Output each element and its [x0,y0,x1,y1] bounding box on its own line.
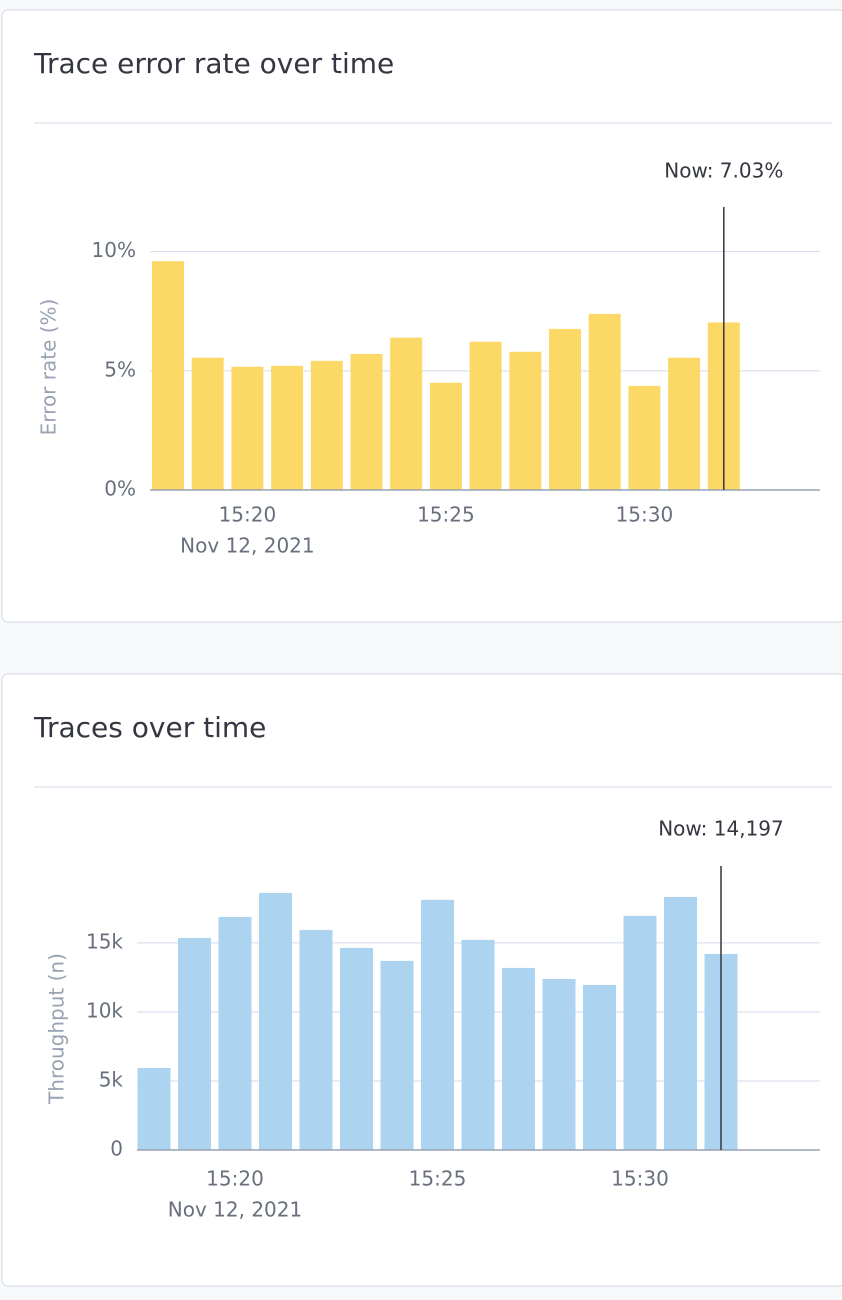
y-tick-label: 15k [86,929,123,953]
bar [259,892,292,1150]
now-label: Now: 7.03% [664,159,783,183]
x-tick-label: 15:30 [611,1167,669,1191]
chart-title: Trace error rate over time [33,47,394,80]
bar [628,385,661,490]
bar [421,899,454,1150]
bar [509,351,542,490]
bar [583,984,616,1150]
x-tick-label: 15:25 [409,1167,467,1191]
bar [502,967,535,1150]
bar [469,341,502,490]
chart-title: Traces over time [33,711,266,744]
bar [668,357,701,490]
card [1,9,842,623]
bar [231,366,264,490]
bar [178,937,211,1150]
x-tick-label: 15:30 [616,503,674,527]
bar [218,916,252,1150]
bar [390,337,423,490]
y-tick-label: 0 [110,1137,123,1161]
bar [350,353,383,490]
x-tick-label: 15:20 [219,503,277,527]
y-tick-label: 5% [104,357,136,381]
x-axis-date: Nov 12, 2021 [180,534,314,558]
bar [664,896,697,1150]
bar [137,1067,171,1150]
y-tick-label: 5k [99,1067,124,1091]
bar [461,939,495,1150]
y-axis-title: Error rate (%) [37,299,61,436]
bar [299,929,333,1150]
bar [380,960,414,1150]
x-axis-date: Nov 12, 2021 [168,1198,302,1222]
bar [191,357,224,490]
x-tick-label: 15:20 [206,1167,264,1191]
bar [152,261,184,490]
bar [588,313,621,490]
bar [340,947,373,1150]
x-tick-label: 15:25 [417,503,475,527]
bar [310,360,343,490]
bar [271,365,304,490]
bar [549,328,581,490]
y-tick-label: 0% [104,477,136,501]
now-label: Now: 14,197 [658,817,784,841]
y-tick-label: 10% [92,238,136,262]
bar [542,978,576,1150]
y-axis-title: Throughput (n) [45,953,69,1105]
bar [623,915,657,1150]
y-tick-label: 10k [86,998,123,1022]
bar [429,382,462,490]
